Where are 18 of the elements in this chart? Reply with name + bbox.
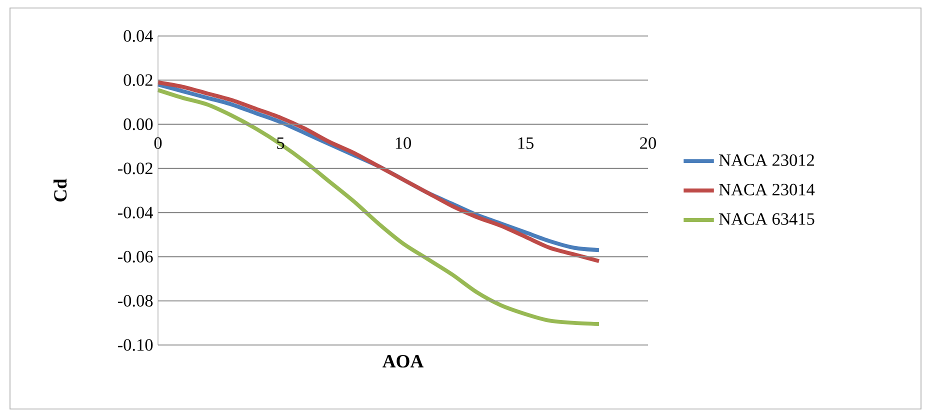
legend-label: NACA 23014 xyxy=(719,184,815,196)
x-axis-title: AOA xyxy=(382,355,424,368)
x-tick-label: 15 xyxy=(518,137,534,149)
legend-label: NACA 63415 xyxy=(719,213,814,225)
x-tick-label: 10 xyxy=(396,137,411,149)
y-tick-label: -0.08 xyxy=(118,295,153,307)
y-tick-label: 0.04 xyxy=(124,30,154,42)
line-series xyxy=(156,88,601,326)
x-tick-label: 0 xyxy=(154,137,162,149)
y-tick-label: -0.02 xyxy=(118,162,152,174)
y-tick-label: 0.02 xyxy=(124,74,152,86)
y-tick-label: -0.06 xyxy=(118,250,153,263)
y-tick-label: -0.10 xyxy=(118,339,153,351)
y-tick-label: 0.00 xyxy=(124,118,153,130)
legend-label: NACA 23012 xyxy=(719,154,814,166)
y-tick-label: -0.04 xyxy=(118,206,154,218)
x-tick-label: 20 xyxy=(640,137,656,149)
y-axis-title: Cd xyxy=(54,178,67,202)
